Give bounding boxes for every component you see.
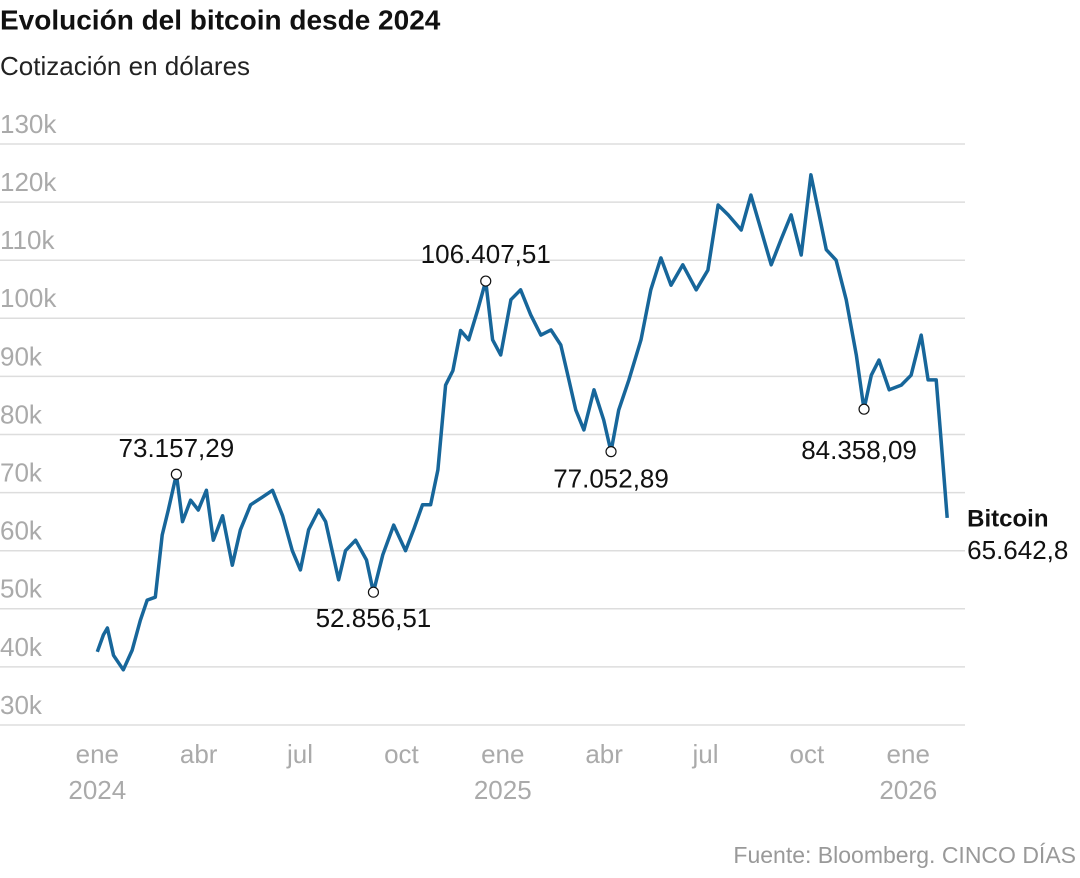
series-line: [95, 173, 949, 672]
annotation-marker: [480, 275, 492, 287]
x-tick-label: abr: [585, 739, 623, 769]
x-tick-label: oct: [384, 739, 419, 769]
annotation-marker: [170, 468, 182, 480]
y-tick-label: 120k: [0, 167, 57, 197]
y-tick-label: 130k: [0, 109, 57, 139]
annotation-label: 65.642,8: [967, 535, 1068, 565]
annotation-marker: [367, 586, 380, 598]
x-tick-label: abr: [180, 739, 218, 769]
x-tick-label: oct: [790, 739, 825, 769]
y-tick-label: 40k: [0, 632, 43, 662]
annotation-label: 84.358,09: [801, 435, 917, 465]
y-tick-label: 100k: [0, 283, 57, 313]
annotation-marker: [605, 446, 617, 458]
x-tick-label: ene: [887, 739, 930, 769]
annotation-label: 106.407,51: [421, 239, 551, 269]
y-tick-label: 50k: [0, 574, 43, 604]
y-tick-label: 90k: [0, 341, 43, 371]
y-tick-label: 80k: [0, 399, 43, 429]
y-tick-label: 30k: [0, 690, 43, 720]
annotation-label: 73.157,29: [119, 433, 235, 463]
source: Fuente: Bloomberg. CINCO DÍAS: [733, 842, 1076, 868]
y-tick-label: 70k: [0, 457, 43, 487]
x-tick-label: jul: [286, 739, 313, 769]
y-tick-label: 110k: [0, 225, 55, 255]
series-name: Bitcoin: [967, 505, 1048, 532]
chart-title: Evolución del bitcoin desde 2024: [0, 4, 441, 35]
x-tick-year: 2025: [474, 775, 532, 805]
x-tick-year: 2024: [68, 775, 126, 805]
x-tick-year: 2026: [879, 775, 937, 805]
x-tick-label: ene: [481, 739, 524, 769]
annotation-marker: [858, 403, 870, 415]
chart-subtitle: Cotización en dólares: [0, 51, 250, 81]
annotation-label: 77.052,89: [553, 463, 669, 493]
x-tick-label: jul: [691, 739, 718, 769]
annotation-label: 52.856,51: [316, 603, 432, 633]
y-tick-label: 60k: [0, 516, 43, 546]
x-tick-label: ene: [76, 739, 119, 769]
